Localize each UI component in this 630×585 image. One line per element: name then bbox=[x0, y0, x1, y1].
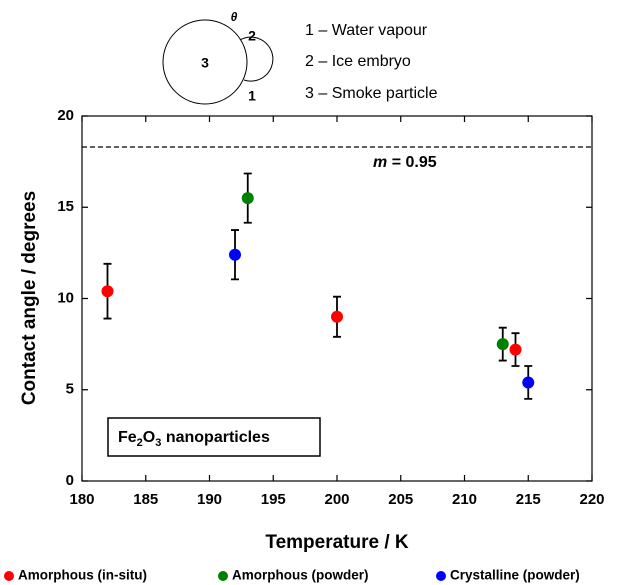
y-tick-label: 5 bbox=[66, 381, 74, 398]
legend-marker bbox=[4, 571, 14, 581]
annotation-symbol: m bbox=[373, 154, 387, 171]
point bbox=[496, 338, 509, 351]
y-tick-label: 15 bbox=[57, 198, 74, 215]
inset-part: nanoparticles bbox=[161, 429, 270, 446]
y-tick-label: 0 bbox=[66, 472, 74, 489]
x-tick-label: 185 bbox=[133, 491, 158, 508]
legend-marker bbox=[218, 571, 228, 581]
schematic-key: 3 – Smoke particle bbox=[305, 85, 438, 102]
point bbox=[229, 248, 241, 261]
schematic-key: 1 – Water vapour bbox=[305, 22, 428, 39]
x-tick-label: 220 bbox=[579, 491, 604, 508]
point bbox=[522, 376, 535, 389]
y-axis-label: Contact angle / degrees bbox=[19, 191, 40, 405]
inset-label: Fe2O3 nanoparticles bbox=[118, 429, 270, 449]
x-tick-label: 215 bbox=[516, 491, 541, 508]
y-tick-label: 20 bbox=[57, 107, 74, 124]
x-tick-label: 190 bbox=[197, 491, 222, 508]
point bbox=[509, 343, 522, 356]
legend-label: Amorphous (powder) bbox=[232, 568, 369, 583]
x-tick-label: 210 bbox=[452, 491, 477, 508]
annotation-text: = 0.95 bbox=[392, 154, 437, 171]
x-tick-label: 195 bbox=[261, 491, 286, 508]
x-tick-label: 205 bbox=[388, 491, 413, 508]
annotation: m = 0.95 bbox=[373, 154, 437, 171]
schematic-label: 1 bbox=[248, 88, 256, 104]
schematic-label: 3 bbox=[201, 55, 209, 71]
point bbox=[331, 310, 343, 323]
point bbox=[101, 285, 114, 298]
schematic-label: 2 bbox=[248, 28, 256, 44]
point bbox=[241, 192, 254, 205]
x-axis-label: Temperature / K bbox=[265, 532, 409, 553]
inset-part: Fe bbox=[118, 429, 137, 446]
inset-part: 3 bbox=[155, 437, 161, 449]
schematic-key: 2 – Ice embryo bbox=[305, 53, 411, 70]
embryo-circle bbox=[239, 36, 274, 82]
x-tick-label: 180 bbox=[69, 491, 94, 508]
legend-label: Crystalline (powder) bbox=[450, 568, 580, 583]
y-tick-label: 10 bbox=[57, 289, 74, 306]
particle-circle bbox=[162, 19, 248, 105]
legend-marker bbox=[436, 571, 446, 581]
inset-part: O bbox=[143, 429, 155, 446]
schematic-label: θ bbox=[231, 10, 238, 24]
legend-label: Amorphous (in-situ) bbox=[18, 568, 147, 583]
inset-part: 2 bbox=[137, 437, 143, 449]
inset-box bbox=[107, 417, 321, 457]
x-tick-label: 200 bbox=[324, 491, 349, 508]
